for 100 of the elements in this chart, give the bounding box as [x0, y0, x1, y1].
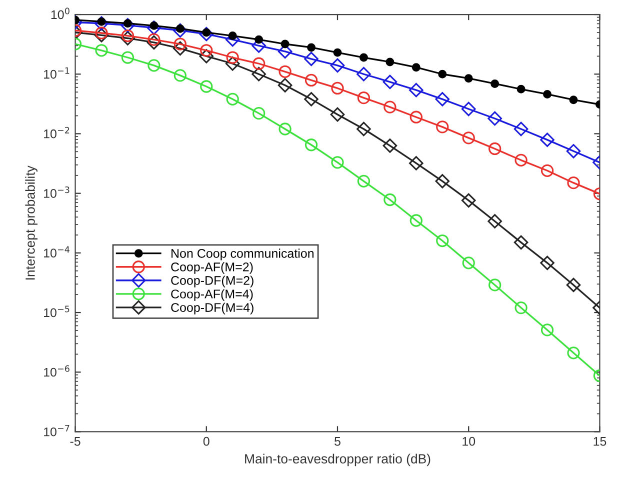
point — [409, 82, 424, 98]
point — [540, 132, 554, 147]
x-axis-title: Main-to-eavesdropper ratio (dB) — [245, 454, 430, 466]
point — [252, 106, 266, 120]
point — [356, 66, 371, 82]
point — [462, 132, 475, 144]
point — [461, 102, 476, 116]
point — [566, 278, 581, 292]
point — [566, 144, 581, 158]
point — [148, 33, 160, 46]
point — [357, 92, 370, 104]
point — [278, 122, 292, 136]
point — [173, 23, 188, 38]
point — [567, 176, 580, 190]
point — [488, 214, 502, 228]
point — [436, 120, 449, 134]
y-tick-label: 10$^{−5}$ — [44, 306, 70, 318]
point — [356, 122, 371, 136]
point — [384, 100, 396, 114]
y-tick-label: 10$^{0}$ — [51, 8, 70, 20]
point — [173, 41, 188, 56]
point — [280, 40, 290, 48]
point — [121, 29, 134, 42]
legend-label: Non Coop communication — [172, 248, 314, 260]
point — [488, 278, 502, 292]
point — [540, 324, 554, 336]
point — [514, 154, 528, 166]
point — [410, 110, 422, 124]
point — [490, 79, 500, 88]
y-tick-label: 10$^{−1}$ — [44, 67, 70, 79]
y-tick-label: 10$^{−2}$ — [44, 126, 70, 138]
point — [199, 49, 214, 64]
point — [488, 111, 502, 126]
point — [331, 156, 344, 169]
point — [254, 35, 264, 44]
point — [199, 26, 214, 42]
point — [384, 193, 396, 206]
y-axis-title: Intercept probability — [25, 166, 38, 280]
y-tick-label: 10$^{−4}$ — [44, 246, 70, 258]
legend-label: Coop-DF(M=4) — [171, 302, 254, 314]
point — [226, 92, 239, 106]
point — [567, 346, 580, 360]
point — [540, 256, 554, 270]
point — [121, 51, 134, 64]
point — [461, 193, 476, 208]
point — [146, 35, 162, 50]
x-tick-label: 10 — [462, 436, 476, 446]
y-tick-label: 10$^{−7}$ — [44, 425, 70, 436]
point — [412, 63, 420, 72]
point — [200, 44, 213, 57]
point — [252, 57, 266, 70]
point — [514, 235, 528, 250]
x-tick-label: 15 — [594, 437, 606, 446]
point — [410, 214, 422, 227]
point — [514, 122, 528, 136]
point — [304, 74, 318, 87]
point — [148, 59, 160, 72]
point — [200, 80, 213, 93]
point — [330, 107, 345, 122]
point — [278, 78, 292, 92]
point — [516, 84, 526, 94]
point — [409, 156, 424, 170]
point — [228, 32, 237, 40]
point — [225, 56, 240, 71]
x-tick-label: -5 — [70, 437, 80, 446]
x-tick-label: 5 — [334, 437, 340, 446]
point — [382, 138, 398, 153]
point — [94, 28, 109, 42]
point — [382, 74, 398, 90]
point — [307, 43, 316, 52]
point — [95, 44, 108, 57]
point — [120, 31, 135, 46]
y-tick-label: 10$^{−6}$ — [44, 365, 70, 377]
point — [514, 301, 528, 314]
point — [435, 92, 450, 106]
y-tick-label: 10$^{−3}$ — [44, 186, 70, 198]
point — [304, 138, 318, 152]
point — [540, 164, 554, 177]
point — [95, 26, 108, 40]
point — [488, 142, 502, 156]
legend-label: Coop-AF(M=4) — [171, 289, 253, 301]
point — [436, 234, 449, 248]
point — [333, 48, 342, 57]
x-tick-label: 0 — [203, 436, 210, 446]
point — [357, 174, 370, 188]
point — [226, 51, 239, 64]
point — [359, 53, 368, 62]
point — [304, 52, 318, 66]
legend-label: Coop-AF(M=2) — [171, 262, 253, 274]
point — [174, 69, 186, 82]
point — [252, 66, 266, 82]
legend-label: Coop-DF(M=2) — [171, 276, 254, 288]
point — [330, 58, 345, 73]
point — [569, 96, 578, 104]
point — [464, 74, 473, 83]
point — [278, 65, 292, 78]
point — [386, 58, 394, 66]
point — [543, 90, 552, 98]
point — [304, 92, 318, 106]
point — [435, 174, 450, 188]
